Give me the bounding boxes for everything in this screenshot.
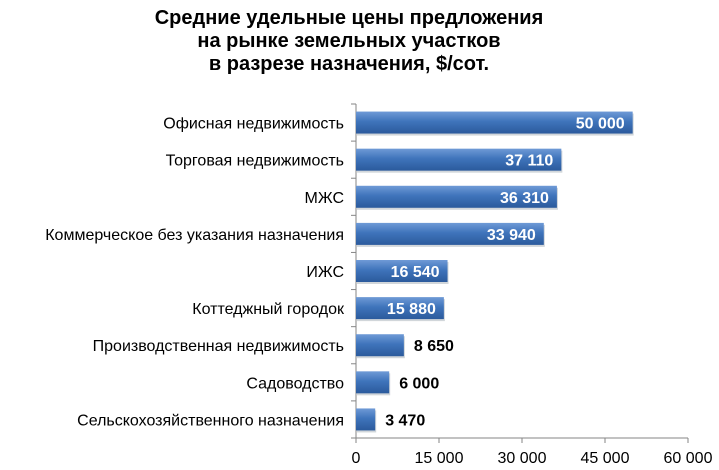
- bars: [356, 111, 634, 433]
- value-labels: 50 000 37 110 36 310 33 940 16 540 15 880 8 65…: [385, 116, 625, 430]
- category-label: ИЖС: [306, 264, 344, 281]
- category-label: Офисная недвижимость: [163, 116, 344, 133]
- x-tick-label: 60 000: [664, 450, 713, 467]
- bar: [356, 260, 448, 282]
- bar: [356, 111, 633, 134]
- category-label: МЖС: [305, 190, 344, 207]
- bar: [356, 222, 544, 245]
- bar: [356, 334, 404, 357]
- value-label: 16 540: [391, 264, 440, 281]
- category-label: Сельскохозяйственного назначения: [77, 412, 344, 429]
- value-label: 37 110: [505, 153, 553, 170]
- bar: [356, 371, 390, 394]
- bar: [356, 185, 557, 208]
- category-label: Торговая недвижимость: [166, 153, 344, 170]
- bar: [356, 148, 562, 171]
- category-label: Садоводство: [246, 375, 344, 392]
- x-tick-label: 45 000: [581, 450, 630, 467]
- value-label: 3 470: [385, 412, 425, 429]
- bar: [356, 297, 444, 320]
- value-label: 36 310: [500, 190, 549, 207]
- chart-title-line: на рынке земельных участков: [197, 30, 500, 52]
- x-tick-label: 30 000: [498, 450, 547, 467]
- value-label: 50 000: [576, 116, 625, 133]
- category-label: Коммерческое без указания назначения: [45, 227, 344, 244]
- x-tick-label: 15 000: [415, 450, 464, 467]
- value-label: 15 880: [387, 301, 436, 318]
- category-label: Производственная недвижимость: [93, 338, 344, 355]
- chart-title-line: в разрезе назначения, $/сот.: [209, 53, 489, 75]
- x-tick-label: 0: [352, 450, 361, 467]
- value-label: 33 940: [487, 227, 536, 244]
- x-tick-labels: 0 15 000 30 000 45 000 60 000: [352, 450, 713, 467]
- category-labels: Офисная недвижимость Торговая недвижимост…: [45, 116, 345, 430]
- category-label: Коттеджный городок: [192, 301, 345, 318]
- value-label: 8 650: [414, 338, 454, 355]
- value-label: 6 000: [399, 375, 439, 392]
- chart-title-line: Средние удельные цены предложения: [155, 7, 544, 29]
- bar: [356, 408, 376, 431]
